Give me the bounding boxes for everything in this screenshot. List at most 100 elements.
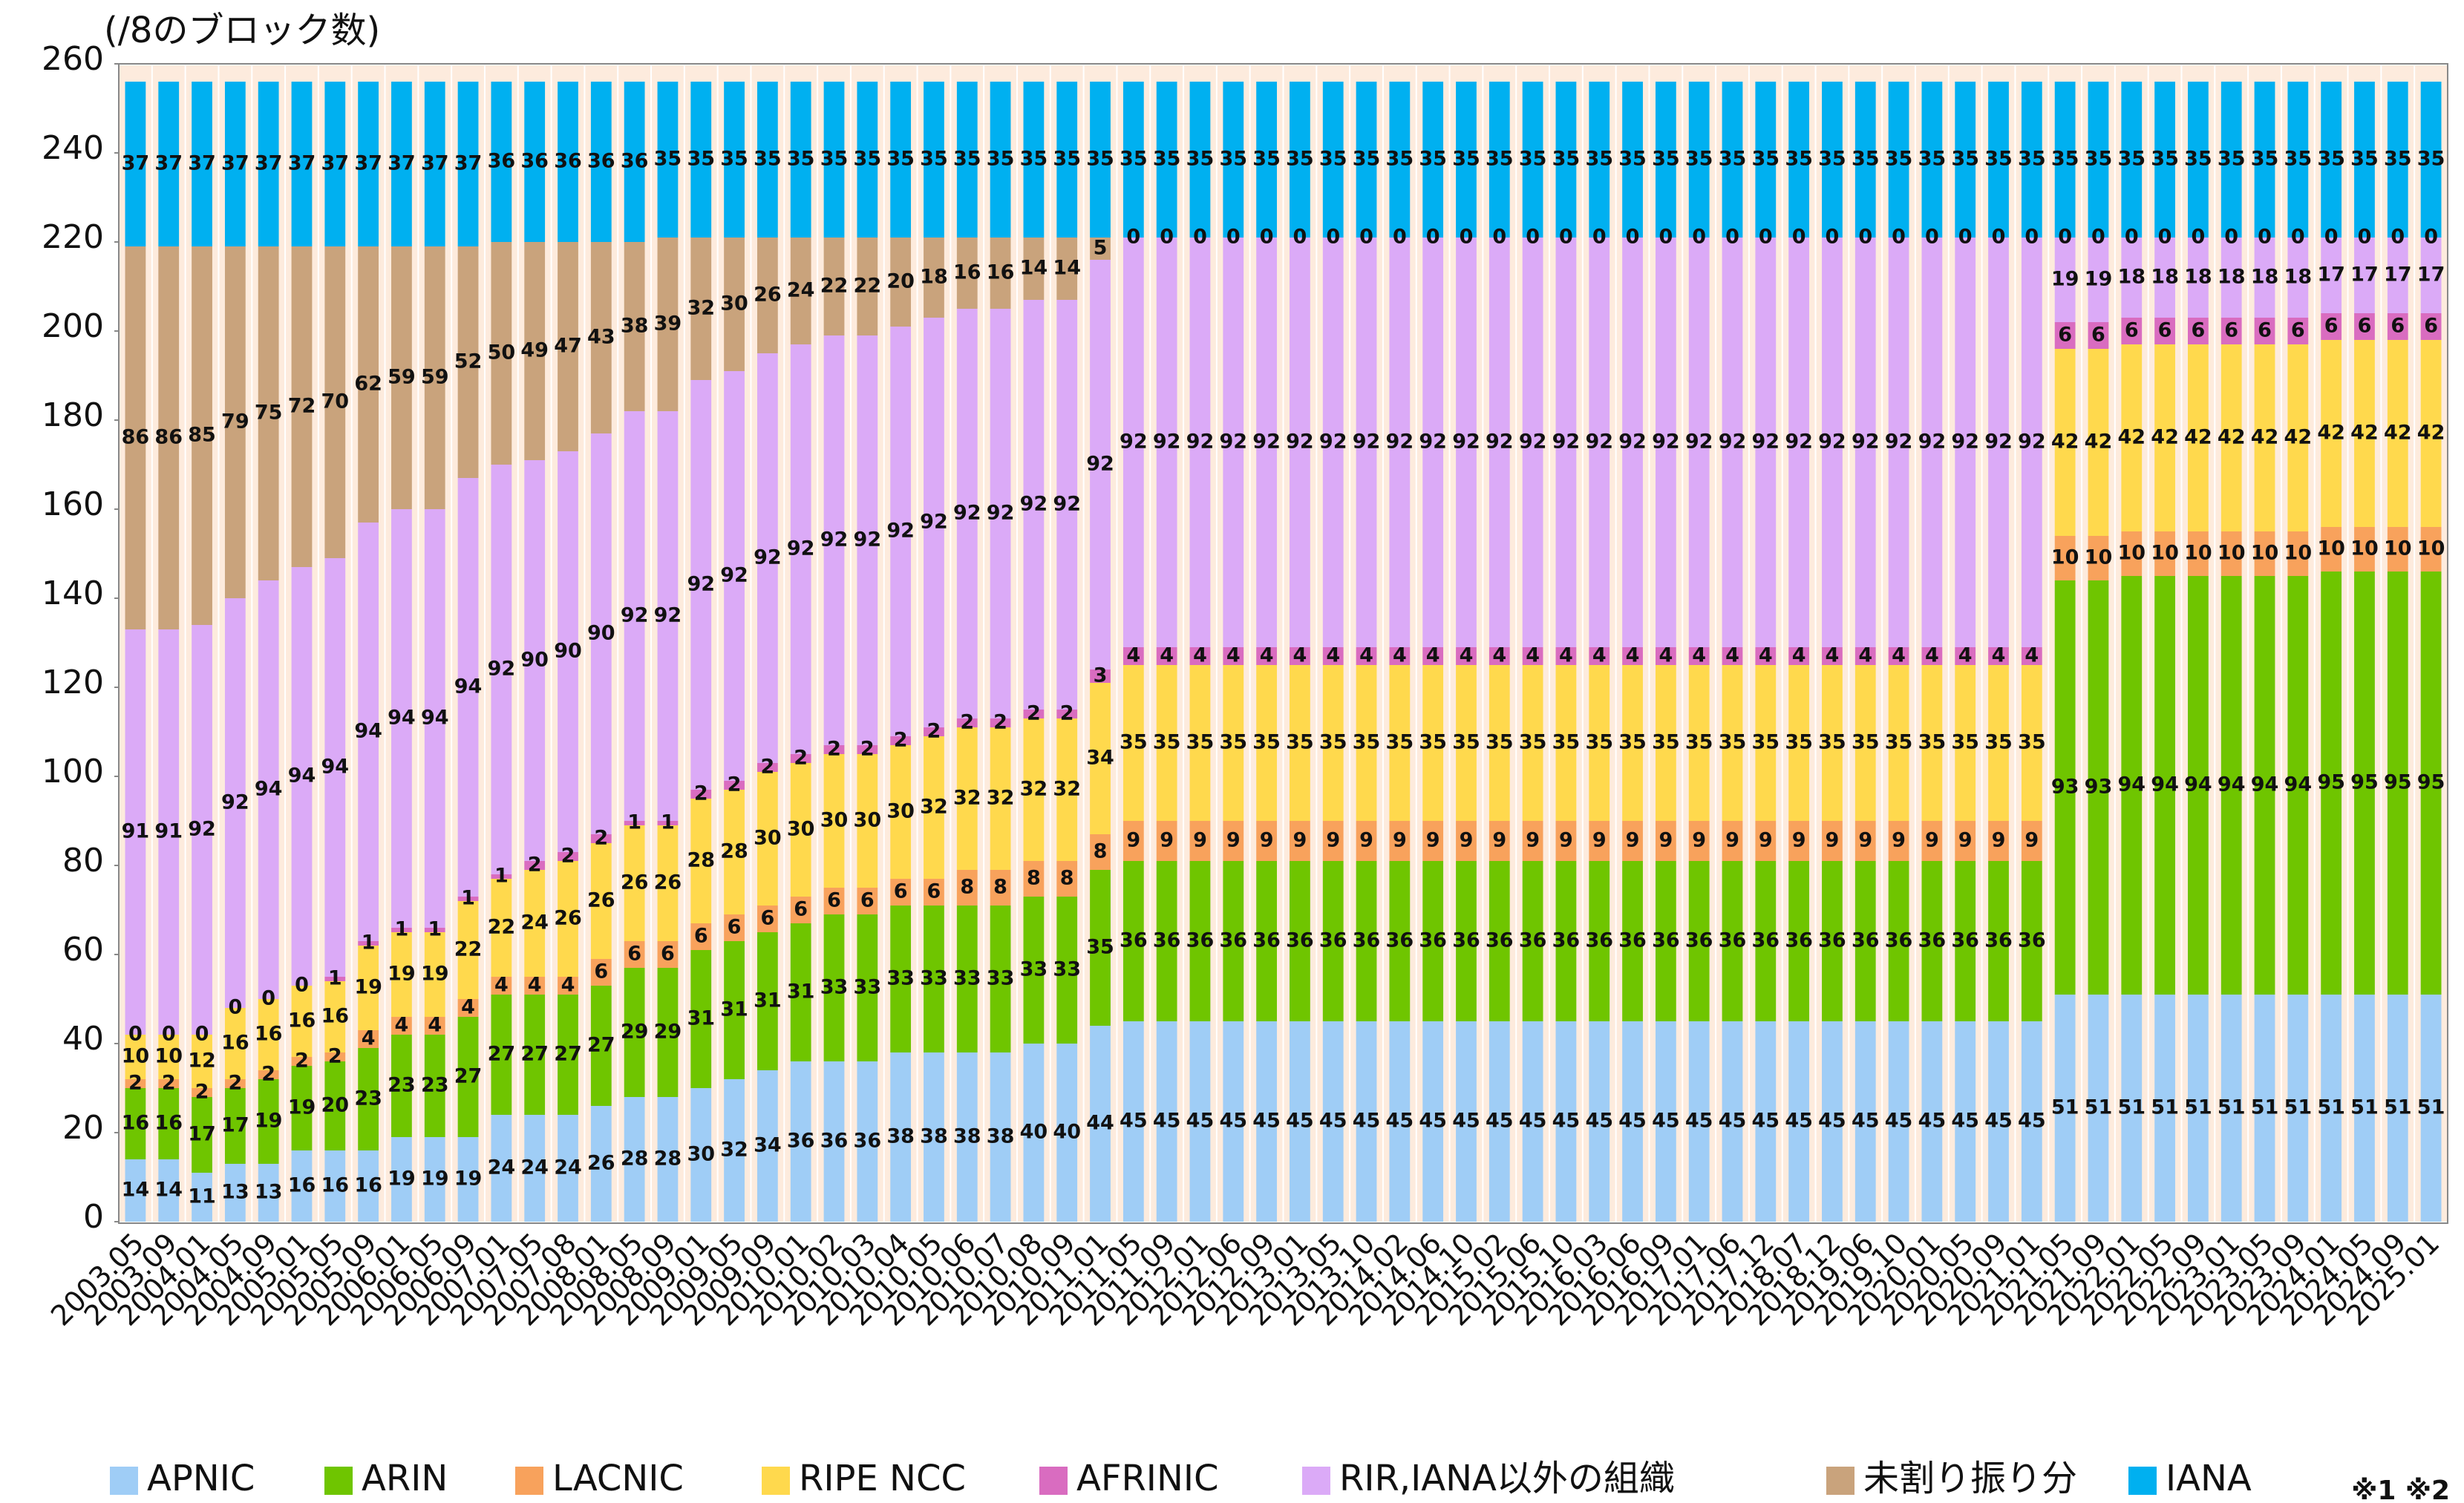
value-label: 10 [2218, 542, 2246, 565]
value-label: 36 [1252, 929, 1281, 952]
bar-segment [590, 986, 612, 1106]
bar-segment [2420, 572, 2442, 995]
value-label: 1 [362, 931, 376, 954]
value-label: 9 [1460, 829, 1474, 852]
bar-segment [1589, 821, 1610, 861]
value-label: 42 [2151, 426, 2179, 449]
value-label: 9 [1293, 829, 1307, 852]
value-label: 9 [1359, 829, 1373, 852]
value-label: 92 [720, 564, 748, 587]
value-label: 0 [1559, 226, 1573, 249]
bar-segment [756, 82, 778, 238]
bar-segment [2220, 82, 2242, 238]
value-label: 19 [255, 1110, 283, 1133]
value-label: 86 [154, 426, 183, 449]
value-label: 35 [720, 148, 748, 171]
bar-segment [358, 946, 379, 1030]
bar-segment [491, 82, 512, 242]
bar-segment [1389, 821, 1411, 861]
bar-segment [1322, 647, 1344, 665]
bar-segment [391, 928, 412, 932]
bar-segment [1854, 665, 1876, 821]
bar-segment [558, 82, 578, 242]
bar-segment [1655, 238, 1676, 647]
value-label: 42 [2051, 430, 2079, 453]
bar-segment [657, 941, 679, 968]
bar-segment [857, 754, 878, 888]
bar-segment [724, 790, 745, 914]
value-label: 17 [2417, 263, 2445, 286]
value-label: 0 [128, 1023, 143, 1046]
bar-segment [1988, 82, 2009, 238]
bar-segment [358, 523, 379, 941]
value-label: 2 [162, 1072, 176, 1095]
bar-segment [1522, 82, 1543, 238]
bar-segment [1555, 82, 1577, 238]
value-label: 36 [1885, 929, 1913, 952]
bar-segment [1156, 821, 1177, 861]
value-label: 2 [195, 1081, 209, 1104]
bar-segment [224, 1164, 246, 1222]
bar-segment [1788, 647, 1810, 665]
value-label: 94 [354, 720, 382, 743]
value-label: 45 [1618, 1110, 1647, 1133]
bar-segment [857, 238, 878, 335]
bar-segment [1356, 238, 1377, 647]
value-label: 36 [1219, 929, 1247, 952]
value-label: 36 [1386, 929, 1414, 952]
bar-segment [1988, 647, 2009, 665]
bar-segment [924, 736, 944, 879]
value-label: 22 [820, 275, 849, 298]
value-label: 92 [1885, 430, 1913, 453]
value-label: 92 [953, 502, 981, 525]
value-label: 42 [2384, 422, 2412, 445]
value-label: 45 [1852, 1110, 1880, 1133]
bar-segment [424, 1137, 445, 1222]
value-label: 9 [1393, 829, 1407, 852]
bar-segment [1322, 861, 1344, 1021]
value-label: 11 [188, 1185, 216, 1208]
bar-segment [1422, 647, 1444, 665]
value-label: 23 [421, 1074, 449, 1097]
bar-segment [1122, 238, 1144, 647]
value-label: 4 [1858, 644, 1872, 667]
bar-segment [990, 238, 1011, 309]
value-label: 9 [1226, 829, 1241, 852]
bar-segment [1256, 861, 1277, 1021]
value-label: 14 [122, 1179, 150, 1202]
value-label: 26 [654, 871, 682, 894]
value-label: 9 [1126, 829, 1140, 852]
bar-segment [1788, 665, 1810, 821]
value-label: 42 [2350, 422, 2379, 445]
value-label: 9 [1858, 829, 1872, 852]
bar-segment [558, 1115, 578, 1222]
value-label: 4 [1359, 644, 1373, 667]
bar-segment [924, 879, 944, 906]
value-label: 35 [2284, 148, 2313, 171]
value-label: 2 [561, 845, 575, 868]
bar-segment [2387, 572, 2408, 995]
value-label: 35 [2085, 148, 2113, 171]
bar-segment [790, 763, 811, 897]
value-label: 86 [122, 426, 150, 449]
value-label: 2 [128, 1072, 143, 1095]
value-label: 36 [488, 150, 516, 173]
bar-segment [1622, 238, 1643, 647]
value-label: 35 [1219, 731, 1247, 754]
y-tick-label: 140 [42, 574, 104, 612]
bar-segment [1921, 238, 1943, 647]
bar-segment [2188, 344, 2209, 531]
value-label: 27 [587, 1034, 615, 1057]
bar-segment [1921, 82, 1943, 238]
value-label: 2 [728, 773, 742, 796]
bar-segment [2387, 527, 2408, 572]
value-label: 4 [1725, 644, 1739, 667]
bar-segment [857, 745, 878, 754]
value-label: 23 [354, 1087, 382, 1110]
value-label: 36 [1186, 929, 1215, 952]
value-label: 9 [1892, 829, 1906, 852]
value-label: 42 [2117, 426, 2146, 449]
value-label: 32 [687, 297, 715, 320]
bar-segment [1589, 647, 1610, 665]
value-label: 35 [2018, 148, 2046, 171]
